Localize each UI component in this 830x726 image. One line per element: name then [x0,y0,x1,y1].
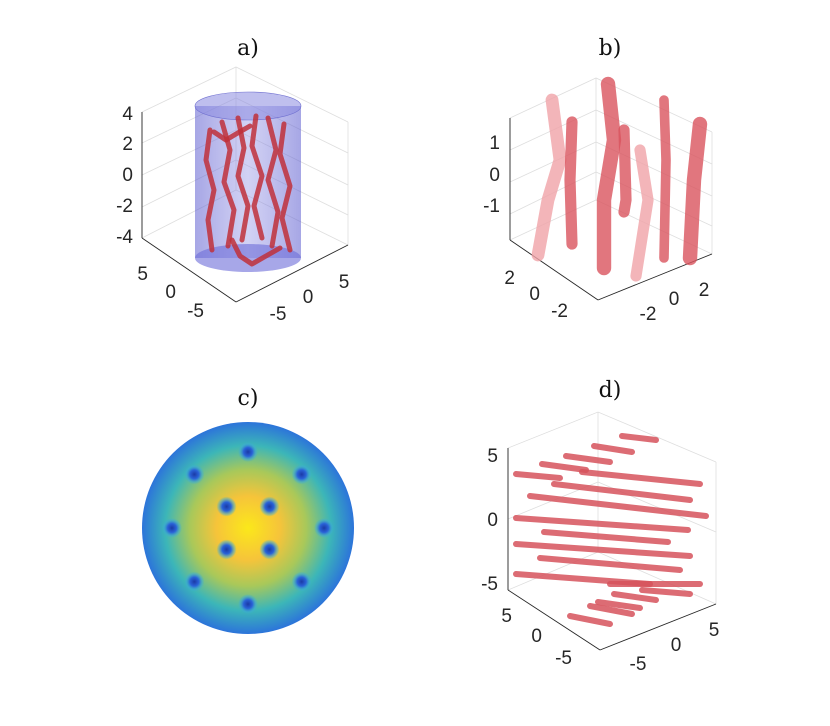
vortex-line-a-3 [249,113,265,241]
panel-b-vortex-lines [531,76,708,282]
panel-b-z-tick-m1: -1 [483,196,500,217]
panel-a-z-tick-0: 0 [122,165,133,186]
vortex-tube-d-7 [527,493,709,519]
vortex-line-a-5 [277,121,293,253]
panel-b-y-tick-0: 0 [529,284,540,305]
vortex-core-0 [238,441,258,462]
panel-a-vortex-lines [203,113,293,267]
vortex-core-5 [184,571,205,592]
panel-b-z-tick-1: 1 [489,133,500,154]
panel-d-x-tick-5: 5 [709,620,720,641]
panel-b-x-tick-0: 0 [669,289,680,310]
panel-a-title: a) [237,36,259,61]
vortex-tube-d-2 [563,453,613,465]
panel-b: b) 1 0 -1 2 0 -2 -2 [483,36,713,325]
vortex-core-8 [216,496,237,517]
vortex-tube-b-1 [564,116,578,250]
panel-d-vortex-lines [513,433,709,627]
vortex-tube-d-17 [567,613,613,627]
panel-c-vortex-cores [161,441,335,615]
panel-d-y-tick-m5: -5 [555,648,572,669]
vortex-tube-d-0 [619,433,659,443]
vortex-core-4 [238,594,258,615]
vortex-tube-b-4 [630,144,654,282]
panel-c: c) [142,386,354,634]
panel-d: d) 5 0 -5 5 0 -5 -5 0 5 [481,378,719,675]
vortex-line-a-2 [235,115,251,243]
panel-d-y-tick-5: 5 [501,606,512,627]
vortex-core-10 [216,539,237,560]
panel-a-axes-box [141,112,349,303]
vortex-tube-d-10 [513,541,693,559]
panel-b-y-tick-m2: -2 [551,301,568,322]
vortex-tube-d-6 [551,481,693,503]
vortex-line-a-7 [211,123,253,143]
vortex-line-a-0 [203,127,217,253]
panel-b-z-tick-0: 0 [489,165,500,186]
vortex-tube-d-5 [579,469,703,487]
panel-a-z-tick-4: 4 [122,104,133,125]
panel-a-y-tick-0: 0 [165,282,176,303]
panel-d-axes-box [507,448,717,651]
panel-d-z-tick-5: 5 [487,446,498,467]
panel-b-x-tick-2: 2 [699,280,710,301]
panel-d-x-tick-m5: -5 [630,654,647,675]
panel-d-title: d) [599,378,622,403]
panel-b-title: b) [599,36,622,61]
vortex-line-a-4 [265,115,281,249]
panel-c-title: c) [238,386,259,411]
panel-b-ticks: 1 0 -1 2 0 -2 -2 0 2 [483,133,709,325]
panel-d-z-tick-m5: -5 [481,574,498,595]
panel-a-z-tick-m2: -2 [116,196,133,217]
panel-a-y-tick-5: 5 [137,264,148,285]
vortex-core-3 [291,571,312,592]
panel-a-x-tick-m5: -5 [270,304,287,325]
vortex-tube-b-5 [659,95,671,263]
panel-d-ticks: 5 0 -5 5 0 -5 -5 0 5 [481,446,719,675]
panel-d-x-tick-0: 0 [671,635,682,656]
vortex-core-9 [259,496,280,517]
vortex-tube-d-3 [539,461,589,473]
panel-a: a) 4 2 0 - [116,36,349,325]
panel-b-y-tick-2: 2 [504,268,515,289]
vortex-tube-d-4 [513,471,563,481]
panel-d-z-tick-0: 0 [487,510,498,531]
panel-a-ticks: 4 2 0 -2 -4 5 0 -5 -5 0 5 [116,104,349,325]
vortex-tube-b-0 [531,93,567,262]
vortex-core-2 [314,518,335,538]
panel-b-x-tick-m2: -2 [640,304,657,325]
panel-a-z-tick-2: 2 [122,134,133,155]
vortex-tube-b-3 [618,124,632,218]
vortex-core-7 [184,464,205,485]
panel-a-y-tick-m5: -5 [187,301,204,322]
vortex-tube-d-9 [541,529,671,545]
vortex-tube-d-15 [611,591,659,603]
panel-a-x-tick-5: 5 [339,272,350,293]
vortex-core-6 [161,518,182,538]
panel-a-z-tick-m4: -4 [116,227,133,248]
panel-d-y-tick-0: 0 [531,626,542,647]
panel-a-x-tick-0: 0 [303,287,314,308]
vortex-tube-b-2 [596,76,622,276]
vortex-tube-d-16 [639,587,693,597]
vortex-tube-d-11 [537,555,683,573]
vortex-tube-d-1 [591,443,635,455]
vortex-core-11 [259,539,280,560]
vortex-line-a-6 [229,237,283,267]
vortex-tube-b-6 [682,116,708,266]
vortex-tube-d-18 [595,599,643,611]
vortex-core-1 [291,464,312,485]
vortex-tube-d-8 [513,515,691,533]
vortex-tube-d-14 [587,603,635,617]
